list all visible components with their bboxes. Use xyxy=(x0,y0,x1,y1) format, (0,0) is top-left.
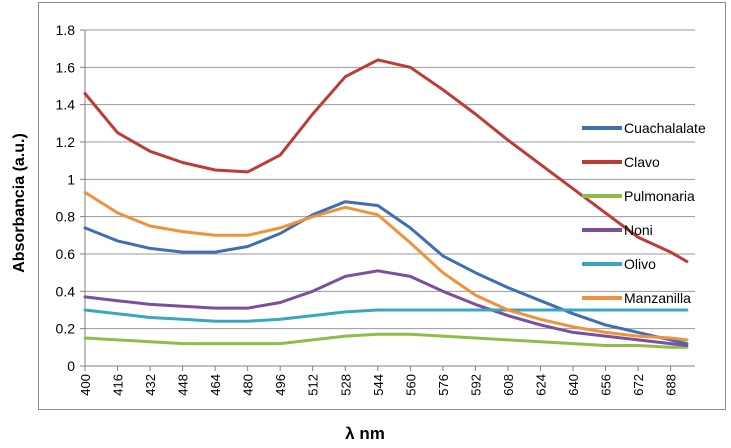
y-tick-label: 0.4 xyxy=(56,283,76,299)
x-tick-label: 432 xyxy=(143,374,158,396)
x-tick-label: 480 xyxy=(241,374,256,396)
axes: 0 0.2 0.4 0.6 0.8 1 1.2 1.4 1.6 1.8 400 416 432 448 46… xyxy=(56,22,695,396)
x-tick-label: 448 xyxy=(176,374,191,396)
x-tick-label: 672 xyxy=(631,374,646,396)
x-tick-label: 640 xyxy=(566,374,581,396)
legend-label: Olivo xyxy=(624,256,656,272)
x-tick-label: 624 xyxy=(533,374,548,396)
legend: Cuachalalate Clavo Pulmonaria Noni Olivo Manz… xyxy=(582,120,706,306)
y-tick-label: 1.2 xyxy=(56,134,76,150)
legend-label: Clavo xyxy=(624,154,660,170)
x-tick-label: 656 xyxy=(599,374,614,396)
x-tick-label: 576 xyxy=(436,374,451,396)
x-tick-label: 512 xyxy=(306,374,321,396)
y-tick-label: 0.8 xyxy=(56,209,76,225)
x-tick-label: 528 xyxy=(338,374,353,396)
y-tick-label: 0.2 xyxy=(56,321,76,337)
y-axis-label: Absorbancia (a.u.) xyxy=(11,133,28,273)
series-line-cuachalalate xyxy=(83,200,689,346)
x-tick-label: 560 xyxy=(403,374,418,396)
series-lines xyxy=(83,58,689,349)
y-tick-label: 1 xyxy=(67,171,75,187)
series-line-pulmonaria xyxy=(83,332,689,349)
x-tick-label: 608 xyxy=(501,374,516,396)
legend-label: Cuachalalate xyxy=(624,120,706,136)
series-line-clavo xyxy=(83,58,689,263)
y-tick-label: 0.6 xyxy=(56,246,76,262)
legend-label: Noni xyxy=(624,222,653,238)
y-tick-label: 1.8 xyxy=(56,22,76,38)
x-tick-label: 496 xyxy=(273,374,288,396)
y-tick-label: 0 xyxy=(67,358,75,374)
gridlines xyxy=(85,29,695,330)
x-tick-label: 400 xyxy=(78,374,93,396)
series-line-olivo xyxy=(83,308,689,323)
x-tick-label: 416 xyxy=(111,374,126,396)
x-axis-label: λ nm xyxy=(345,424,385,443)
x-tick-label: 592 xyxy=(468,374,483,396)
x-tick-label: 688 xyxy=(664,374,679,396)
y-tick-label: 1.4 xyxy=(56,97,76,113)
x-tick-label: 464 xyxy=(208,374,223,396)
y-tick-label: 1.6 xyxy=(56,59,76,75)
x-tick-label: 544 xyxy=(371,374,386,396)
series-line-noni xyxy=(83,269,689,347)
legend-label: Manzanilla xyxy=(624,290,691,306)
legend-label: Pulmonaria xyxy=(624,188,695,204)
series-line-manzanilla xyxy=(83,190,689,342)
